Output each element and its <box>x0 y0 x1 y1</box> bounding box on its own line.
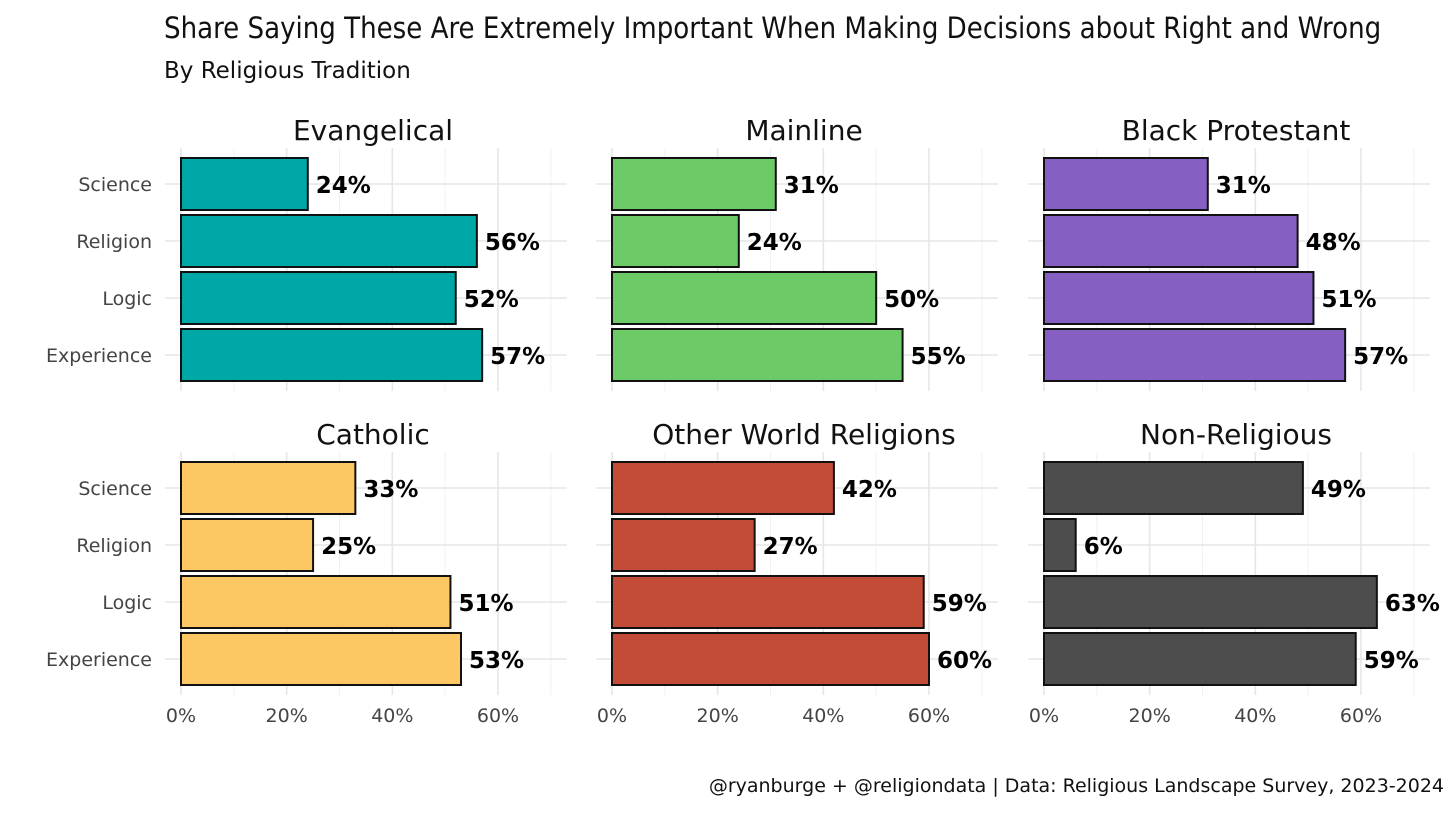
y-tick-label: Logic <box>102 592 152 614</box>
bar-religion <box>611 518 756 572</box>
bar-science <box>180 157 309 211</box>
data-label: 57% <box>1353 344 1408 370</box>
y-tick-label: Religion <box>76 231 152 253</box>
data-label: 33% <box>363 477 418 503</box>
data-label: 25% <box>321 534 376 560</box>
data-label: 53% <box>469 648 524 674</box>
chart-subtitle: By Religious Tradition <box>164 58 411 84</box>
panel-title: Catholic <box>316 418 430 451</box>
bar-experience <box>1043 328 1347 382</box>
y-tick-label: Religion <box>76 535 152 557</box>
data-label: 51% <box>1321 287 1376 313</box>
data-label: 63% <box>1385 591 1440 617</box>
data-label: 31% <box>1216 173 1271 199</box>
bar-science <box>611 461 835 515</box>
data-label: 60% <box>937 648 992 674</box>
data-label: 48% <box>1306 230 1361 256</box>
y-tick-label: Logic <box>102 288 152 310</box>
panel-title: Other World Religions <box>652 418 956 451</box>
data-label: 52% <box>464 287 519 313</box>
data-label: 27% <box>763 534 818 560</box>
data-label: 50% <box>884 287 939 313</box>
bar-experience <box>611 328 904 382</box>
bar-logic <box>180 575 452 629</box>
bar-science <box>611 157 777 211</box>
bar-experience <box>611 632 930 686</box>
bar-science <box>180 461 357 515</box>
x-tick-label: 0% <box>1029 705 1059 727</box>
bar-religion <box>180 214 478 268</box>
data-label: 6% <box>1084 534 1123 560</box>
chart-caption: @ryanburge + @religiondata | Data: Relig… <box>709 775 1444 797</box>
bar-experience <box>1043 632 1357 686</box>
x-tick-label: 20% <box>697 705 739 727</box>
panel-title: Non-Religious <box>1140 418 1332 451</box>
data-label: 24% <box>316 173 371 199</box>
y-tick-label: Experience <box>46 345 152 367</box>
data-label: 49% <box>1311 477 1366 503</box>
bar-experience <box>180 632 463 686</box>
y-tick-label: Science <box>78 478 152 500</box>
x-tick-label: 40% <box>371 705 413 727</box>
chart-title: Share Saying These Are Extremely Importa… <box>164 11 1381 45</box>
x-tick-label: 0% <box>166 705 196 727</box>
bar-logic <box>611 575 925 629</box>
data-label: 24% <box>747 230 802 256</box>
bar-experience <box>180 328 484 382</box>
x-tick-label: 40% <box>1234 705 1276 727</box>
bar-religion <box>180 518 315 572</box>
panel-title: Black Protestant <box>1122 114 1351 147</box>
panel-title: Evangelical <box>293 114 453 147</box>
bar-science <box>1043 157 1209 211</box>
x-tick-label: 60% <box>908 705 950 727</box>
data-label: 42% <box>842 477 897 503</box>
bar-science <box>1043 461 1304 515</box>
data-label: 59% <box>932 591 987 617</box>
data-label: 51% <box>458 591 513 617</box>
x-tick-label: 20% <box>266 705 308 727</box>
data-label: 57% <box>490 344 545 370</box>
data-label: 31% <box>784 173 839 199</box>
y-tick-label: Science <box>78 174 152 196</box>
bar-logic <box>1043 575 1378 629</box>
x-tick-label: 40% <box>802 705 844 727</box>
bar-logic <box>180 271 457 325</box>
bar-logic <box>611 271 878 325</box>
bar-logic <box>1043 271 1315 325</box>
x-tick-label: 60% <box>477 705 519 727</box>
x-tick-label: 60% <box>1340 705 1382 727</box>
y-tick-label: Experience <box>46 649 152 671</box>
data-label: 55% <box>911 344 966 370</box>
x-tick-label: 20% <box>1129 705 1171 727</box>
bar-religion <box>611 214 740 268</box>
bar-religion <box>1043 214 1299 268</box>
panel-title: Mainline <box>745 114 862 147</box>
bar-religion <box>1043 518 1077 572</box>
data-label: 56% <box>485 230 540 256</box>
data-label: 59% <box>1364 648 1419 674</box>
x-tick-label: 0% <box>597 705 627 727</box>
